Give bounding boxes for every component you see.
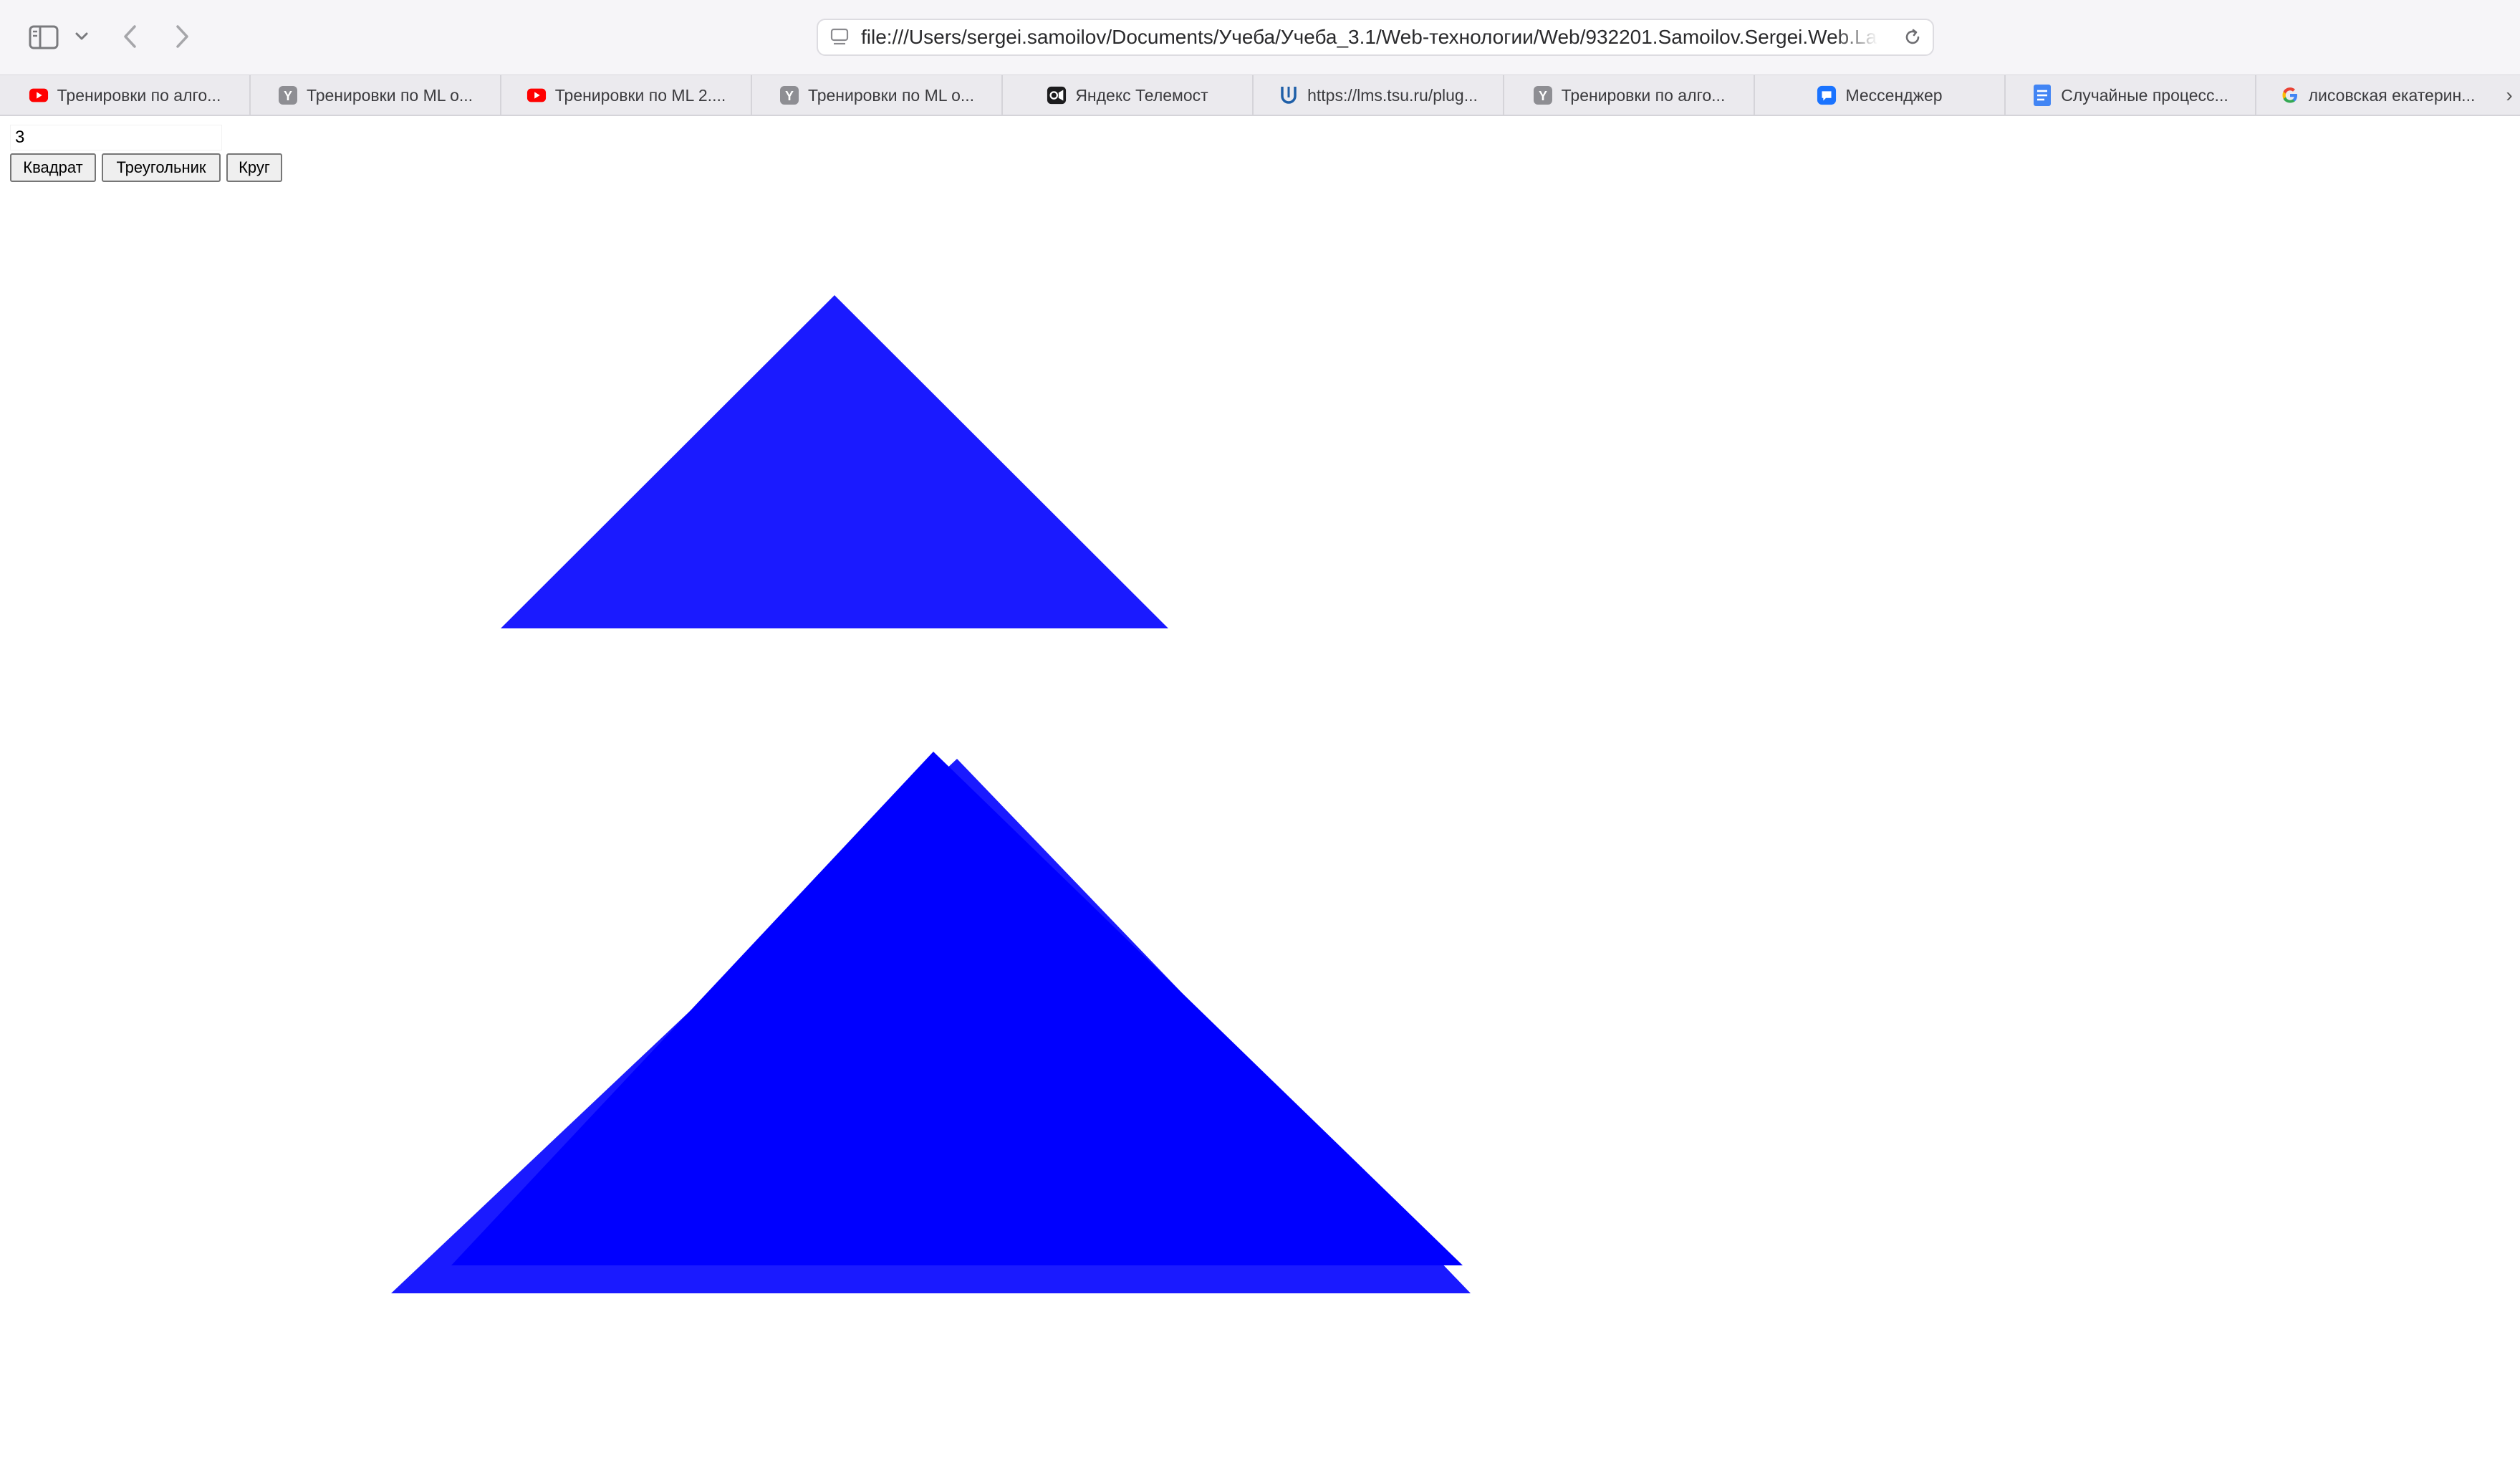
forward-button[interactable] xyxy=(169,20,195,53)
triangle-button[interactable]: Треугольник xyxy=(102,153,221,182)
sidebar-toggle-button[interactable] xyxy=(27,21,62,53)
tab-overflow-button[interactable]: › xyxy=(2506,84,2513,106)
page-content: Квадрат Треугольник Круг xyxy=(0,116,2520,1466)
svg-text:Y: Y xyxy=(284,89,292,103)
tab-9[interactable]: лисовская екатерин... xyxy=(2256,75,2499,115)
svg-text:Y: Y xyxy=(785,89,794,103)
tab-0[interactable]: Тренировки по алго... xyxy=(0,75,251,115)
back-button[interactable] xyxy=(117,20,143,53)
tab-2[interactable]: Тренировки по ML 2.... xyxy=(501,75,752,115)
chevron-left-icon xyxy=(124,25,136,48)
tab-3[interactable]: Y Тренировки по ML о... xyxy=(752,75,1003,115)
tab-1[interactable]: Y Тренировки по ML о... xyxy=(251,75,501,115)
address-text[interactable]: file:///Users/sergei.samoilov/Documents/… xyxy=(861,20,1878,54)
triangle-shape[interactable] xyxy=(501,295,1168,628)
address-bar[interactable]: file:///Users/sergei.samoilov/Documents/… xyxy=(817,19,1934,56)
youtube-icon xyxy=(526,85,547,105)
tab-5[interactable]: https://lms.tsu.ru/plug... xyxy=(1254,75,1504,115)
shapes-canvas xyxy=(391,295,1471,1293)
tab-6[interactable]: Y Тренировки по алго... xyxy=(1504,75,1755,115)
y-icon: Y xyxy=(779,85,799,105)
youtube-icon xyxy=(29,85,49,105)
circle-button[interactable]: Круг xyxy=(226,153,282,182)
messenger-icon xyxy=(1817,85,1837,105)
y-icon: Y xyxy=(278,85,298,105)
sidebar-menu-button[interactable] xyxy=(72,26,92,47)
chevron-right-icon xyxy=(176,25,188,48)
svg-text:Y: Y xyxy=(1539,89,1547,103)
docs-icon xyxy=(2032,85,2052,106)
google-icon xyxy=(2280,85,2300,105)
sidebar-icon xyxy=(29,25,59,49)
browser-toolbar: file:///Users/sergei.samoilov/Documents/… xyxy=(0,0,2520,75)
triangle-shape[interactable] xyxy=(451,752,1463,1265)
tab-4[interactable]: Яндекс Телемост xyxy=(1003,75,1254,115)
square-button[interactable]: Квадрат xyxy=(10,153,96,182)
y-icon: Y xyxy=(1533,85,1553,105)
favorites-bar: Тренировки по алго... Y Тренировки по ML… xyxy=(0,75,2520,116)
chevron-down-icon xyxy=(75,32,88,40)
telemost-icon xyxy=(1047,85,1067,105)
lms-icon xyxy=(1279,85,1299,105)
reload-icon[interactable] xyxy=(1903,27,1923,51)
shape-count-input[interactable] xyxy=(10,125,222,150)
tab-7[interactable]: Мессенджер xyxy=(1755,75,2006,115)
page-icon xyxy=(829,27,851,51)
tab-8[interactable]: Случайные процесс... xyxy=(2006,75,2256,115)
